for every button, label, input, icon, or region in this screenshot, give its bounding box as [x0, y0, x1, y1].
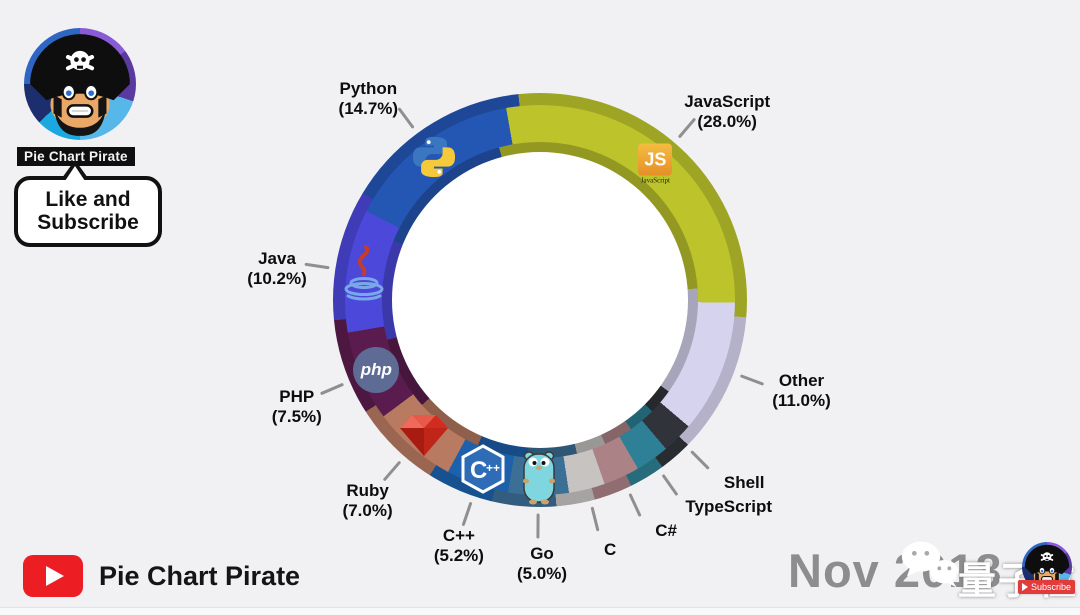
- speech-bubble-line1: Like and: [45, 188, 131, 211]
- slice-label-php: PHP (7.5%): [271, 387, 322, 427]
- label-tick-typescript: [661, 473, 679, 496]
- label-tick-java: [304, 262, 330, 270]
- donut-hole: [392, 152, 688, 448]
- subscribe-badge: Subscribe: [1018, 580, 1076, 594]
- label-tick-python: [397, 107, 415, 130]
- bottom-edge-strip: [0, 607, 1080, 615]
- slice-label-ruby: Ruby (7.0%): [342, 481, 393, 521]
- slice-label-go: Go (5.0%): [516, 543, 568, 583]
- slice-label-c: C: [604, 540, 617, 560]
- slice-label-python: Python (14.7%): [338, 79, 399, 119]
- date-label: Nov 2018: [788, 544, 1003, 597]
- subscribe-label: Subscribe: [1031, 582, 1072, 592]
- label-tick-c: [590, 506, 599, 532]
- youtube-play-icon: [23, 555, 83, 597]
- label-tick-c: [628, 493, 642, 518]
- subscribe-play-icon: [1022, 583, 1028, 591]
- slice-label-typescript: TypeScript: [685, 496, 772, 516]
- watermark: 量子位 Subscribe: [900, 540, 1080, 603]
- label-tick-go: [536, 513, 540, 539]
- label-tick-other: [739, 373, 764, 386]
- slice-label-javascript: JavaScript (28.0%): [684, 91, 771, 131]
- slice-label-c: C++ (5.2%): [433, 526, 484, 566]
- footer-brand-text: Pie Chart Pirate: [99, 560, 301, 591]
- label-tick-php: [320, 382, 345, 396]
- slice-label-shell: Shell: [723, 472, 765, 492]
- label-tick-c: [461, 501, 473, 527]
- slice-label-c: C#: [655, 521, 677, 541]
- channel-name-badge: Pie Chart Pirate: [17, 147, 135, 166]
- label-tick-ruby: [383, 460, 402, 482]
- slice-label-other: Other (11.0%): [772, 370, 831, 410]
- label-tick-shell: [689, 450, 710, 470]
- speech-bubble-tail-fill: [65, 166, 85, 181]
- channel-avatar: [24, 28, 136, 140]
- footer-brand: Pie Chart Pirate: [22, 554, 300, 598]
- wechat-icon: [901, 541, 959, 588]
- speech-bubble-line2: Subscribe: [37, 210, 139, 234]
- slice-label-java: Java (10.2%): [247, 248, 307, 288]
- speech-bubble: Like and Subscribe: [14, 176, 162, 248]
